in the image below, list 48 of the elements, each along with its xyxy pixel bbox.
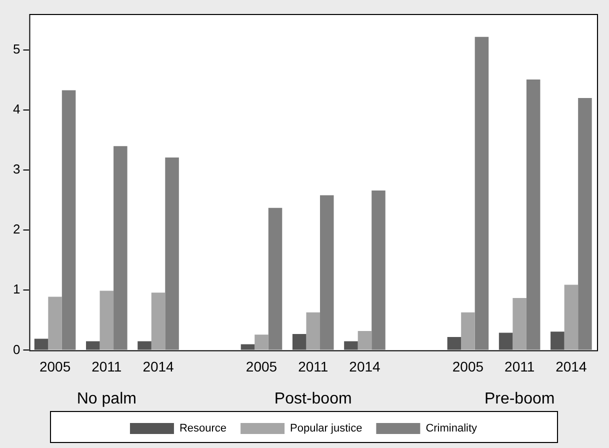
bar <box>138 341 152 350</box>
y-tick-label: 1 <box>12 282 20 297</box>
x-tick-label: 2011 <box>504 358 535 374</box>
legend-label: Resource <box>179 422 227 435</box>
bar <box>564 284 578 350</box>
bar <box>254 334 268 350</box>
bar <box>578 98 592 350</box>
y-tick-label: 5 <box>12 42 20 57</box>
legend-label: Criminality <box>426 422 478 435</box>
bar <box>461 312 475 350</box>
bar <box>344 341 358 350</box>
bar <box>320 195 334 350</box>
bar <box>34 338 48 350</box>
bar <box>474 36 489 350</box>
bar <box>292 334 306 350</box>
bar <box>268 208 282 350</box>
bar <box>151 292 166 350</box>
y-tick-label: 0 <box>12 342 20 357</box>
x-tick-label: 2011 <box>92 358 122 374</box>
x-tick-label: 2005 <box>452 358 484 374</box>
bar <box>512 298 526 350</box>
bar <box>86 341 100 350</box>
text: Pre-boom <box>484 390 555 408</box>
bar <box>550 332 564 350</box>
y-tick-label: 2 <box>12 222 20 237</box>
text: Post-boom <box>274 390 352 408</box>
x-tick-label: 2014 <box>349 358 381 374</box>
bar <box>498 332 513 350</box>
y-tick-label: 4 <box>12 102 20 117</box>
text: No palm <box>76 390 136 408</box>
legend-label: Popular justice <box>290 422 362 435</box>
bar <box>100 290 114 350</box>
x-tick-label: 2014 <box>556 358 587 374</box>
bar <box>526 79 540 350</box>
bar <box>372 190 386 350</box>
y-tick-label: 3 <box>12 162 20 177</box>
bar <box>240 344 255 350</box>
bar <box>114 146 128 350</box>
bar <box>447 336 462 350</box>
bar <box>48 296 62 350</box>
bar <box>306 312 320 350</box>
bar <box>165 157 179 350</box>
x-tick-label: 2011 <box>298 358 328 374</box>
x-tick-label: 2005 <box>39 358 71 374</box>
x-tick-label: 2014 <box>142 358 174 374</box>
x-tick-label: 2005 <box>246 358 278 374</box>
bar <box>358 330 372 350</box>
bar <box>62 90 76 350</box>
